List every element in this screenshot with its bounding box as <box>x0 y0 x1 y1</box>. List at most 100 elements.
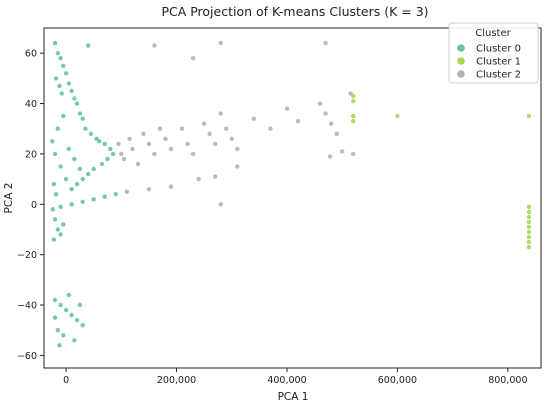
data-point <box>146 187 152 192</box>
y-tick-label: 40 <box>25 99 37 110</box>
data-point <box>74 101 80 106</box>
data-point <box>61 113 66 119</box>
data-point <box>295 119 301 124</box>
data-point <box>119 151 124 157</box>
chart-title: PCA Projection of K-means Clusters (K = … <box>161 4 428 19</box>
data-point <box>86 43 91 48</box>
data-point <box>218 111 223 116</box>
data-point <box>52 315 58 320</box>
data-point <box>74 181 80 187</box>
data-point <box>63 307 69 313</box>
data-point <box>51 237 57 242</box>
data-point <box>218 202 223 207</box>
data-point <box>91 197 96 202</box>
data-point <box>190 56 196 61</box>
data-point <box>50 139 55 144</box>
data-point <box>127 136 132 141</box>
data-point <box>59 91 64 96</box>
data-point <box>229 136 234 141</box>
data-point <box>58 164 63 169</box>
y-tick-label: −20 <box>17 250 37 261</box>
y-tick-label: 60 <box>25 49 37 60</box>
y-axis-label: PCA 2 <box>3 183 15 214</box>
data-point <box>235 146 240 152</box>
data-point <box>348 91 353 96</box>
data-point <box>53 76 59 81</box>
data-point <box>69 187 74 192</box>
data-point <box>55 126 60 131</box>
data-point <box>141 131 146 136</box>
data-point <box>110 151 116 157</box>
legend-marker <box>457 57 465 65</box>
data-point <box>526 244 532 250</box>
data-point <box>69 312 74 318</box>
data-point <box>61 63 66 68</box>
data-point <box>334 131 339 136</box>
legend-label: Cluster 0 <box>476 44 521 55</box>
data-point <box>80 176 85 182</box>
legend-label: Cluster 2 <box>476 70 521 81</box>
x-tick-label: 400,000 <box>267 375 306 386</box>
data-point <box>146 141 152 147</box>
data-point <box>66 292 72 298</box>
data-point <box>395 113 400 119</box>
data-point <box>526 239 532 245</box>
data-point <box>69 202 74 207</box>
data-point <box>157 126 163 131</box>
data-point <box>526 224 532 230</box>
data-point <box>152 43 157 48</box>
x-tick-label: 0 <box>63 375 69 386</box>
legend-entries: Cluster 0 Cluster 1 Cluster 2 <box>457 44 521 81</box>
data-point <box>58 232 63 237</box>
data-point <box>116 141 121 147</box>
data-point <box>61 222 66 227</box>
data-point <box>99 161 105 167</box>
data-point <box>323 111 328 116</box>
data-point <box>72 96 77 101</box>
series-2 <box>351 93 532 250</box>
data-point <box>323 40 328 46</box>
data-point <box>201 121 207 126</box>
data-point <box>57 83 62 89</box>
legend-title: Cluster <box>475 28 511 39</box>
data-point <box>55 227 60 232</box>
data-point <box>72 338 77 343</box>
data-point <box>526 214 532 220</box>
data-point <box>351 113 356 119</box>
data-point <box>130 146 135 152</box>
data-point <box>77 111 83 116</box>
data-point <box>55 51 60 56</box>
data-point <box>97 139 102 144</box>
data-point <box>72 156 77 162</box>
data-point <box>51 181 57 187</box>
data-point <box>53 192 59 197</box>
data-point <box>63 176 69 182</box>
data-point <box>66 81 72 86</box>
data-point <box>77 166 83 172</box>
data-point <box>50 207 55 212</box>
data-point <box>80 323 85 328</box>
data-point <box>77 302 83 308</box>
data-point <box>58 302 63 308</box>
data-point <box>86 171 91 177</box>
data-point <box>55 328 60 333</box>
data-point <box>190 151 196 157</box>
x-axis-label: PCA 1 <box>278 391 309 403</box>
data-point <box>121 156 127 162</box>
data-point <box>235 164 240 169</box>
data-point <box>340 149 345 154</box>
data-point <box>213 174 218 179</box>
data-point <box>124 189 129 194</box>
series-3 <box>116 40 356 207</box>
data-point <box>526 204 532 209</box>
points-layer <box>50 40 532 348</box>
data-point <box>135 161 141 167</box>
data-point <box>52 297 58 303</box>
series-1 <box>50 40 119 348</box>
data-point <box>80 199 85 204</box>
data-point <box>224 126 229 131</box>
x-tick-label: 600,000 <box>378 375 417 386</box>
legend: Cluster Cluster 0 Cluster 1 Cluster 2 <box>448 22 539 84</box>
x-tick-label: 800,000 <box>488 375 527 386</box>
